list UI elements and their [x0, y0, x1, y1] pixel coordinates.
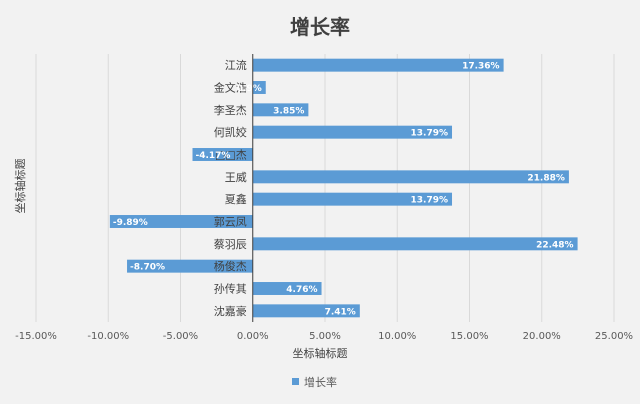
bar [252, 192, 453, 206]
legend-label: 增长率 [304, 375, 337, 389]
x-tick-label: 10.00% [378, 331, 416, 342]
data-label: 13.79% [411, 129, 449, 139]
x-tick-label: -15.00% [15, 331, 57, 342]
category-label: 沈嘉豪 [214, 304, 247, 318]
category-label: 金文浩 [214, 81, 247, 95]
data-label: -8.70% [130, 263, 165, 273]
category-label: 夏鑫 [225, 192, 247, 206]
bar [252, 58, 504, 72]
data-label: -4.17% [195, 151, 230, 161]
data-label: 22.48% [536, 240, 574, 250]
x-tick-label: 25.00% [595, 331, 633, 342]
data-label: 3.85% [273, 106, 304, 116]
x-tick-labels: -15.00% -10.00% -5.00% 0.00% 5.00% 10.00% 15.0… [15, 331, 633, 342]
x-tick-label: 15.00% [450, 331, 488, 342]
bar [252, 304, 360, 318]
legend-swatch [292, 378, 299, 385]
bar [252, 81, 266, 94]
data-label: 17.36% [462, 62, 500, 72]
category-label: 何凯姣 [214, 125, 247, 139]
data-label: 7.41% [325, 307, 356, 317]
category-label: 江流 [225, 58, 247, 72]
category-label: 李圣杰 [214, 103, 247, 117]
bar [192, 148, 253, 161]
category-label: □□杰 [215, 149, 247, 162]
category-label: 郭云凤 [214, 216, 247, 229]
bar [252, 103, 309, 117]
chart-title: 增长率 [290, 15, 350, 39]
x-tick-label: 0.00% [237, 331, 269, 342]
bar-group [109, 58, 578, 318]
data-label: -9.89% [113, 218, 148, 228]
data-label: 13.79% [411, 196, 449, 206]
bar [252, 170, 569, 184]
gridlines [35, 54, 615, 322]
category-label: 孙传其 [214, 283, 247, 296]
y-axis-title: 坐标轴标题 [13, 159, 27, 214]
x-tick-label: -10.00% [87, 331, 129, 342]
x-tick-label: 20.00% [523, 331, 561, 342]
data-labels: 17.36% 0.9% 3.85% 13.79% -4.17% 21.88% 13.79% -… [113, 62, 574, 318]
bar [252, 125, 453, 139]
bar [252, 282, 322, 295]
x-axis-title: 坐标轴标题 [293, 346, 348, 360]
bar [109, 215, 253, 228]
category-label: 王威 [225, 171, 247, 184]
data-label: 0.9% [237, 84, 262, 94]
data-label: 21.88% [527, 173, 565, 183]
legend: 增长率 [292, 375, 337, 389]
bar [252, 237, 578, 251]
x-tick-label: 5.00% [309, 331, 341, 342]
category-label: 杨俊杰 [214, 259, 247, 273]
data-label: 4.76% [286, 285, 317, 295]
category-label: 蔡羽辰 [214, 238, 247, 251]
bar [127, 259, 253, 273]
x-tick-label: -5.00% [163, 331, 198, 342]
